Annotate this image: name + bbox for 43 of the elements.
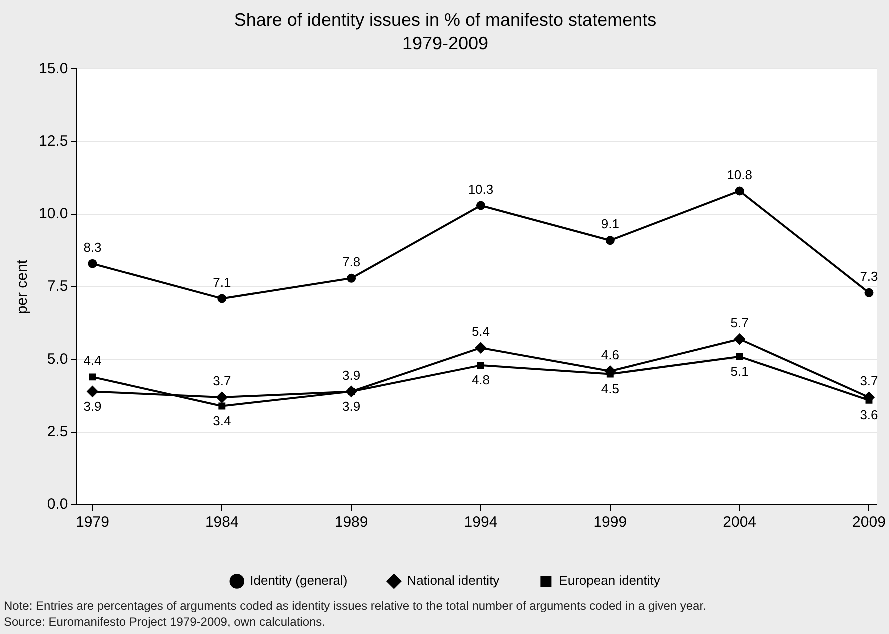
y-tick-label: 15.0 [38,60,68,78]
data-label: 3.9 [342,368,361,383]
y-tick-label: 10.0 [38,206,68,223]
data-label: 3.7 [213,374,232,389]
data-label: 10.8 [727,167,752,182]
data-label: 5.1 [730,364,749,379]
data-label: 4.8 [472,372,490,388]
data-label: 3.4 [213,413,232,428]
data-label: 5.4 [472,324,490,340]
y-axis-title: per cent [14,259,32,314]
x-tick-label: 1999 [594,514,628,532]
data-label: 3.9 [84,398,102,414]
source-note: Source: Euromanifesto Project 1979-2009, own calculations. [4,614,327,630]
legend-label: European identity [559,573,661,588]
data-label: 7.3 [860,268,878,284]
data-label: 4.4 [84,353,102,368]
chart-subtitle: 1979-2009 [402,33,489,54]
data-label: 9.1 [601,216,620,232]
y-tick-label: 0.0 [47,496,68,514]
data-label: 8.3 [84,240,102,255]
data-label: 10.3 [468,182,494,197]
legend-label: Identity (general) [250,573,348,588]
chart-title: Share of identity issues in % of manifesto statements [234,10,657,30]
y-tick-label: 12.5 [38,132,68,150]
x-tick-label: 2004 [723,514,757,532]
data-label: 7.8 [342,254,361,270]
data-label: 4.5 [601,381,620,396]
text: Note: Entries are percentages of arguments coded as identity issues relative to the total number of arguments coded in a given year. [4,598,708,614]
x-tick-label: 1989 [334,514,368,532]
data-label: 3.6 [860,407,878,422]
data-label: 7.1 [213,274,232,290]
x-tick-label: 1994 [464,514,498,532]
data-label: 5.7 [730,315,749,330]
y-tick-label: 7.5 [47,278,68,296]
data-label: 3.7 [860,374,878,389]
x-tick-label: 1984 [205,514,239,532]
x-tick-label: 2009 [852,514,886,532]
data-label: 4.6 [601,347,620,362]
x-tick-label: 1979 [76,514,110,532]
legend-label: National identity [407,573,500,588]
data-label: 3.9 [342,398,361,414]
y-tick-label: 5.0 [47,350,68,368]
y-tick-label: 2.5 [47,424,68,441]
